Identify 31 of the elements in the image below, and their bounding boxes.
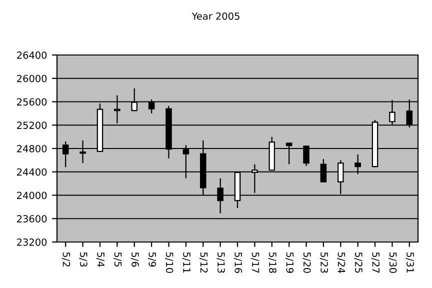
x-tick-label: 5/6 (130, 252, 139, 267)
x-tick-label: 5/23 (320, 252, 328, 273)
x-tick-label: 5/19 (285, 252, 294, 273)
x-tick-label: 5/20 (302, 252, 311, 273)
x-tick-label: 5/11 (182, 252, 190, 273)
y-tick-label: 24800 (17, 144, 47, 152)
x-tick-label: 5/2 (62, 252, 70, 266)
x-tick-label: 5/5 (114, 252, 122, 267)
x-tick-label: 5/3 (79, 252, 88, 267)
x-tick-label: 5/10 (165, 252, 174, 273)
x-tick-label: 5/18 (268, 252, 276, 273)
x-tick-label: 5/12 (200, 252, 208, 273)
x-tick-label: 5/31 (406, 252, 414, 273)
y-tick-label: 26000 (17, 74, 47, 82)
x-tick-label: 5/16 (234, 252, 242, 273)
chart-title: Year 2005 (192, 12, 240, 20)
x-tick-label: 5/9 (148, 252, 156, 267)
y-tick-label: 23200 (17, 238, 47, 246)
x-tick-label: 5/30 (388, 252, 397, 273)
y-tick-label: 24000 (17, 192, 47, 200)
x-tick-label: 5/4 (96, 252, 104, 267)
y-tick-label: 25600 (17, 98, 47, 106)
y-tick-label: 24400 (17, 168, 47, 176)
y-tick-label: 25200 (17, 122, 47, 129)
x-tick-label: 5/24 (337, 252, 346, 274)
x-tick-label: 5/17 (251, 252, 260, 273)
y-tick-label: 26400 (17, 51, 47, 59)
x-tick-label: 5/13 (216, 252, 225, 273)
x-tick-label: 5/27 (371, 252, 380, 273)
x-tick-label: 5/25 (354, 252, 362, 273)
y-tick-label: 23600 (17, 215, 47, 222)
